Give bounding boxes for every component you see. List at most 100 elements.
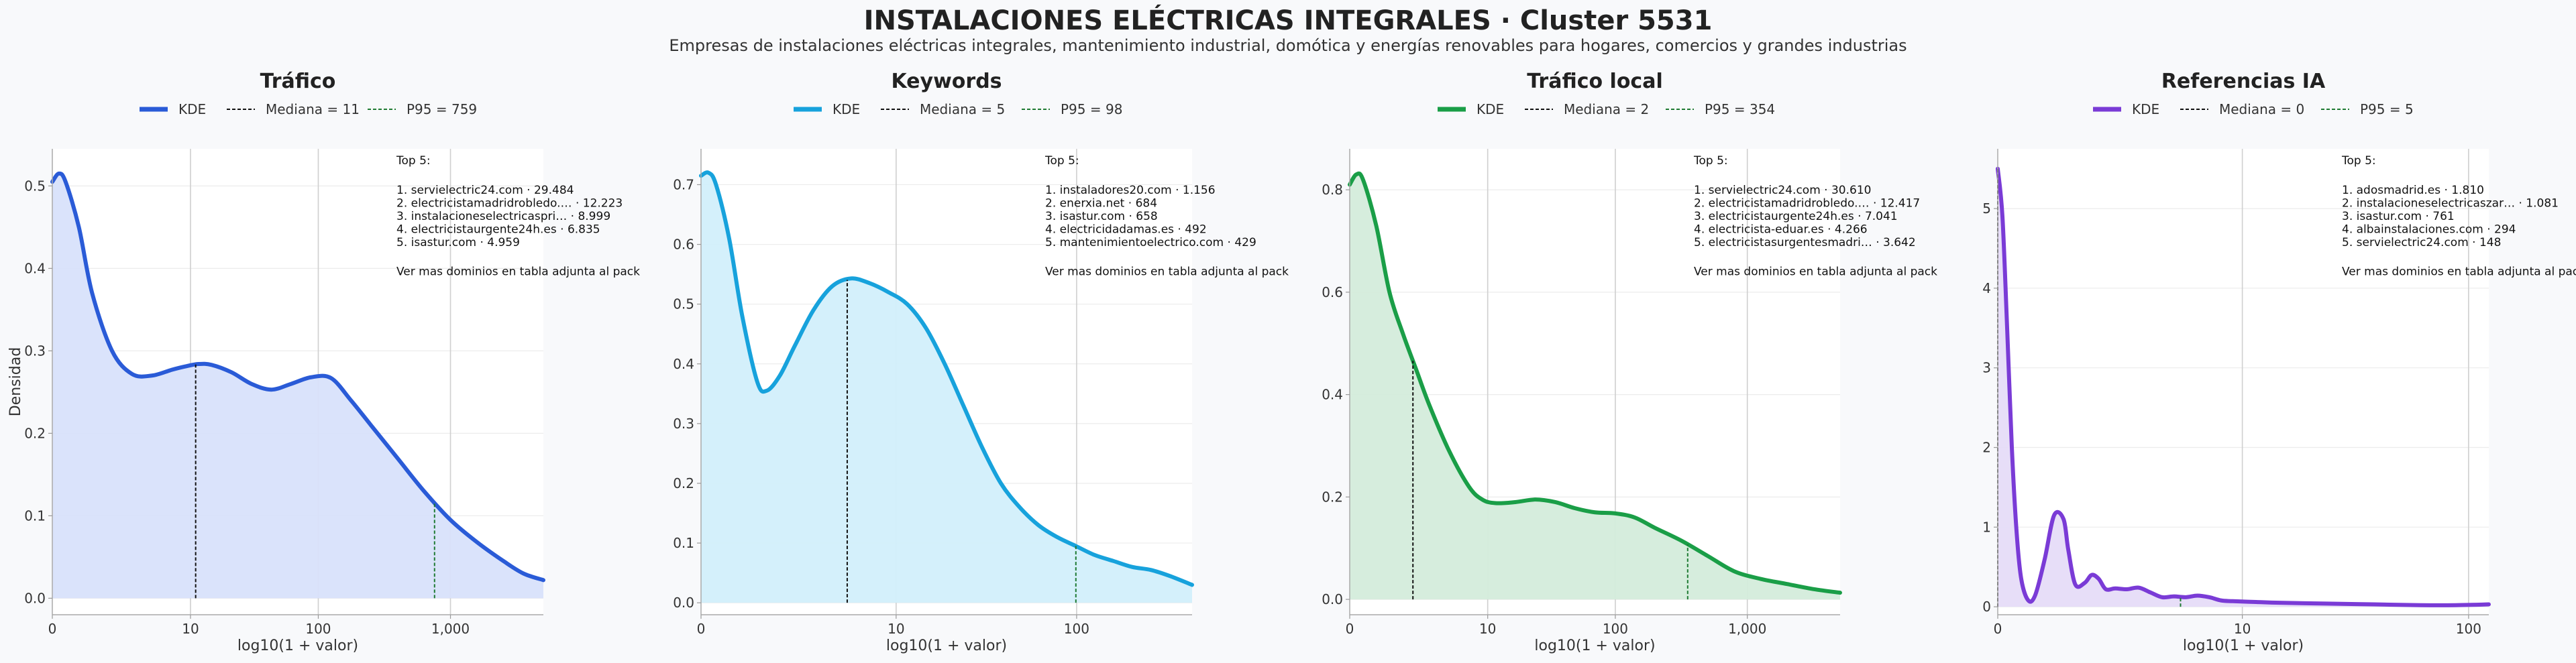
top5-item: 1. servielectric24.com · 29.484 [396, 184, 574, 197]
top5-item: 1. adosmadrid.es · 1.810 [2342, 184, 2484, 197]
top5-title: Top 5: [1044, 154, 1079, 168]
y-tick-label: 3 [1982, 360, 1991, 376]
legend-median-label: Mediana = 11 [266, 101, 360, 117]
top5-footer: Ver mas dominios en tabla adjunta al pac… [2342, 265, 2576, 279]
x-tick-label: 10 [2234, 621, 2251, 637]
x-tick-label: 0 [1346, 621, 1354, 637]
kde-area [1998, 168, 2489, 607]
y-tick-label: 0 [1982, 599, 1991, 615]
top5-item: 2. instalacioneselectricaszar… · 1.081 [2342, 197, 2559, 210]
top5-item: 3. electricistaurgente24h.es · 7.041 [1694, 210, 1898, 223]
top5-item: 5. electricistasurgentesmadri… · 3.642 [1694, 236, 1916, 249]
top5-item: 3. isastur.com · 761 [2342, 210, 2455, 223]
legend-median-label: Mediana = 5 [920, 101, 1005, 117]
kde-line [50, 171, 545, 583]
chart-panel-2: 0.0 0.1 0.2 0.3 0.4 0.5 0.6 0.7 0 10 100 log10(1 + … [673, 70, 1289, 654]
legend-p95-label: P95 = 759 [407, 101, 477, 117]
legend-kde-label: KDE [1477, 101, 1504, 117]
kde-area [52, 173, 543, 599]
top5-footer: Ver mas dominios en tabla adjunta al pac… [396, 265, 640, 279]
panel-title: Tráfico local [1527, 70, 1663, 93]
chart-panel-1: 0.0 0.1 0.2 0.3 0.4 0.5 0 10 100 1,000 log10(1 + v… [24, 70, 640, 654]
y-tick-label: 0.2 [673, 475, 694, 491]
legend-median-label: Mediana = 0 [2219, 101, 2304, 117]
x-tick-label: 10 [888, 621, 904, 637]
y-tick-label: 0.4 [1322, 387, 1343, 403]
x-axis-label: log10(1 + valor) [2183, 638, 2304, 654]
kde-area [701, 172, 1192, 603]
panel-title: Keywords [891, 70, 1002, 93]
y-tick-label: 0.1 [673, 535, 694, 551]
chart-panel-4: 0 1 2 3 4 5 0 10 100 log10(1 + valor) Referencias … [1982, 70, 2576, 654]
x-axis-label: log10(1 + valor) [1534, 638, 1655, 654]
kde-line [699, 170, 1194, 587]
legend-kde-label: KDE [178, 101, 206, 117]
top5-title: Top 5: [1693, 154, 1728, 168]
panel-title: Tráfico [260, 70, 336, 93]
y-tick-label: 0.0 [673, 595, 694, 611]
x-tick-label: 100 [2456, 621, 2481, 637]
x-tick-label: 0 [1994, 621, 2002, 637]
x-tick-label: 1,000 [431, 621, 470, 637]
top5-item: 2. electricistamadridrobledo.… · 12.417 [1694, 197, 1920, 210]
chart-panel-3: 0.0 0.2 0.4 0.6 0.8 0 10 100 1,000 log10(1 + valo… [1322, 70, 1937, 654]
top5-item: 4. electricistaurgente24h.es · 6.835 [396, 223, 600, 237]
y-tick-label: 0.2 [24, 425, 46, 441]
x-tick-label: 0 [697, 621, 706, 637]
x-tick-label: 100 [1064, 621, 1089, 637]
top5-item: 5. servielectric24.com · 148 [2342, 236, 2501, 249]
legend-kde-label: KDE [2132, 101, 2159, 117]
top5-item: 2. electricistamadridrobledo.… · 12.223 [396, 197, 623, 210]
kde-line [1348, 171, 1842, 595]
legend-p95-label: P95 = 5 [2360, 101, 2414, 117]
x-tick-label: 10 [182, 621, 199, 637]
x-axis-label: log10(1 + valor) [886, 638, 1007, 654]
top5-item: 3. instalacioneselectricaspri… · 8.999 [396, 210, 610, 223]
top5-item: 4. electricidadamas.es · 492 [1045, 223, 1207, 237]
x-tick-label: 100 [1603, 621, 1628, 637]
top5-title: Top 5: [2341, 154, 2376, 168]
top5-item: 5. isastur.com · 4.959 [396, 236, 520, 249]
y-tick-label: 0.4 [673, 356, 694, 372]
y-tick-label: 0.3 [24, 343, 46, 359]
y-tick-label: 4 [1982, 280, 1991, 296]
y-tick-label: 0.0 [1322, 591, 1343, 607]
x-axis-label: log10(1 + valor) [237, 638, 358, 654]
legend-p95-label: P95 = 354 [1705, 101, 1775, 117]
kde-line [1996, 166, 2491, 607]
top5-item: 1. servielectric24.com · 30.610 [1694, 184, 1871, 197]
x-tick-label: 0 [48, 621, 57, 637]
y-tick-label: 0.3 [673, 416, 694, 432]
y-tick-label: 0.2 [1322, 489, 1343, 505]
y-axis-label: Densidad [7, 347, 24, 416]
top5-item: 3. isastur.com · 658 [1045, 210, 1158, 223]
top5-item: 4. albainstalaciones.com · 294 [2342, 223, 2516, 237]
x-tick-label: 100 [305, 621, 331, 637]
x-tick-label: 10 [1479, 621, 1496, 637]
y-tick-label: 0.8 [1322, 182, 1343, 198]
y-tick-label: 0.5 [24, 178, 46, 194]
top5-item: 4. electricista-eduar.es · 4.266 [1694, 223, 1868, 237]
top5-item: 2. enerxia.net · 684 [1045, 197, 1157, 210]
legend-kde-label: KDE [833, 101, 860, 117]
legend-p95-label: P95 = 98 [1061, 101, 1122, 117]
figure-subtitle: Empresas de instalaciones eléctricas int… [669, 36, 1907, 55]
top5-footer: Ver mas dominios en tabla adjunta al pac… [1045, 265, 1289, 279]
top5-title: Top 5: [396, 154, 431, 168]
x-tick-label: 1,000 [1728, 621, 1766, 637]
y-tick-label: 5 [1982, 200, 1991, 217]
y-tick-label: 0.5 [673, 296, 694, 312]
y-tick-label: 0.6 [1322, 284, 1343, 300]
top5-item: 1. instaladores20.com · 1.156 [1045, 184, 1216, 197]
top5-footer: Ver mas dominios en tabla adjunta al pac… [1694, 265, 1937, 279]
figure-title: INSTALACIONES ELÉCTRICAS INTEGRALES · Cl… [863, 5, 1713, 36]
y-tick-label: 0.0 [24, 590, 46, 606]
y-tick-label: 2 [1982, 440, 1991, 456]
y-tick-label: 0.4 [24, 260, 46, 276]
legend-median-label: Mediana = 2 [1564, 101, 1649, 117]
y-tick-label: 1 [1982, 519, 1991, 535]
top5-item: 5. mantenimientoelectrico.com · 429 [1045, 236, 1256, 249]
panel-title: Referencias IA [2161, 70, 2326, 93]
y-tick-label: 0.7 [673, 176, 694, 192]
